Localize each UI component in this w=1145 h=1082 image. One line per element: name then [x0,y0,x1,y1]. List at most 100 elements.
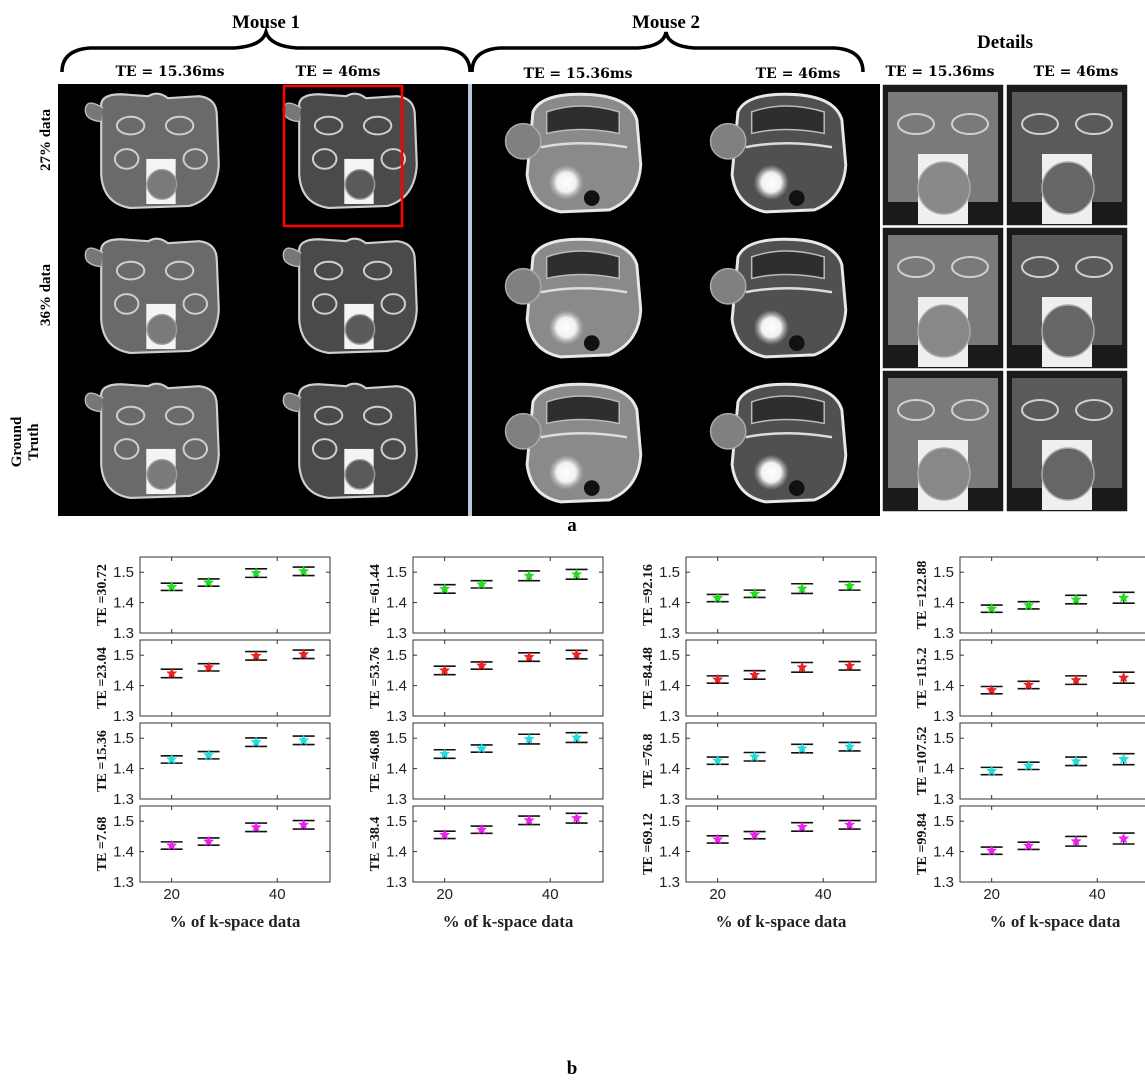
te-label-mouse2-col2: TE = 46ms [756,66,841,82]
y-tick-label: 1.4 [113,844,134,861]
te-label-details-col1: TE = 15.36ms [885,64,994,80]
y-tick-label: 1.4 [933,844,954,861]
y-tick-label: 1.5 [113,564,134,581]
te-label-details-col2: TE = 46ms [1034,64,1119,80]
data-point [796,821,808,832]
y-tick-label: 1.3 [659,874,680,891]
data-point [1070,674,1082,685]
x-tick-label: 20 [983,886,1000,903]
data-point [523,733,535,744]
row-label-27: 27% data [38,108,54,171]
data-point [1023,679,1035,690]
data-point [712,754,724,766]
data-point [844,740,856,752]
data-point [712,833,724,845]
plot-frame [685,805,877,883]
data-point [1023,760,1035,771]
data-point [476,742,488,754]
x-axis-label: % of k-space data [170,912,301,931]
y-tick-label: 1.5 [933,647,954,664]
data-point [298,565,310,576]
subplot-r4-c4: 1.3 1.4 1.5 20 40 TE =99.84 % of k-space data [915,805,1145,931]
data-point [439,664,451,676]
y-tick-label: 1.5 [113,813,134,830]
data-point [439,748,451,759]
x-tick-label: 40 [815,886,832,903]
subplot-ylabel: TE =107.52 [915,727,930,796]
data-point [523,814,535,825]
y-tick-label: 1.3 [659,791,680,808]
data-point [1070,835,1082,846]
row-label-ground-truth-wrap: Ground Truth [9,417,42,468]
y-tick-label: 1.3 [659,625,680,642]
mouse2-slice-te46-row1 [709,92,848,214]
y-tick-label: 1.5 [933,730,954,747]
y-tick-label: 1.3 [113,791,134,808]
detail-crop-row3-col2 [1005,369,1129,513]
y-tick-label: 1.3 [386,625,407,642]
x-axis-label: % of k-space data [443,912,574,931]
y-tick-label: 1.4 [659,844,680,861]
data-point [749,587,761,599]
y-tick-label: 1.3 [659,708,680,725]
row-label-36: 36% data [38,263,54,326]
subplot-r4-c1: 1.3 1.4 1.5 20 40 TE =7.68 % of k-space data [95,805,331,931]
data-point [844,819,856,830]
data-point [523,651,535,662]
data-point [796,742,808,754]
y-tick-label: 1.3 [386,874,407,891]
group-title-mouse-1: Mouse 1 [232,12,300,33]
data-point [796,582,808,594]
data-point [986,684,998,695]
y-tick-label: 1.4 [933,595,954,612]
brace-mouse-2 [470,31,865,73]
subplot-ylabel: TE =7.68 [95,817,110,872]
data-point [1070,755,1082,766]
data-point [712,673,724,685]
detail-crop-row3-col1 [881,369,1005,513]
detail-crop-row2-col1 [881,226,1005,370]
y-tick-label: 1.3 [113,625,134,642]
group-title-details: Details [977,32,1033,53]
y-tick-label: 1.4 [386,844,407,861]
y-tick-label: 1.5 [659,730,680,747]
y-tick-label: 1.5 [386,730,407,747]
subplot-r4-c2: 1.3 1.4 1.5 20 40 TE =38.4 % of k-space data [368,805,604,931]
data-point [203,749,215,760]
mouse1-slice-te46-row2 [282,237,418,355]
data-point [166,581,178,592]
data-point [166,753,178,765]
y-tick-label: 1.4 [659,595,680,612]
data-point [166,667,178,679]
subplot-ylabel: TE =15.36 [95,730,110,792]
data-point [439,829,451,840]
mr-images [84,92,848,504]
roi-box [282,84,404,228]
data-point [203,576,215,588]
subplot-ylabel: TE =23.04 [95,647,110,709]
data-point [571,812,583,823]
y-tick-label: 1.5 [113,647,134,664]
plot-frame [139,556,331,634]
mouse2-slice-te15-row1 [504,92,643,214]
data-point [298,734,310,746]
subplot-ylabel: TE =76.8 [641,734,656,789]
x-tick-label: 40 [542,886,559,903]
y-tick-label: 1.5 [933,813,954,830]
panel-label-a: a [567,515,577,536]
data-point [1070,593,1082,605]
data-point [844,660,856,671]
data-point [298,819,310,830]
y-tick-label: 1.5 [933,564,954,581]
data-point [298,648,310,659]
mouse2-slice-te15-row3 [504,382,643,504]
mouse1-slice-te15-row1 [84,92,220,210]
subplot-ylabel: TE =122.88 [915,561,930,630]
plot-frame [412,639,604,717]
